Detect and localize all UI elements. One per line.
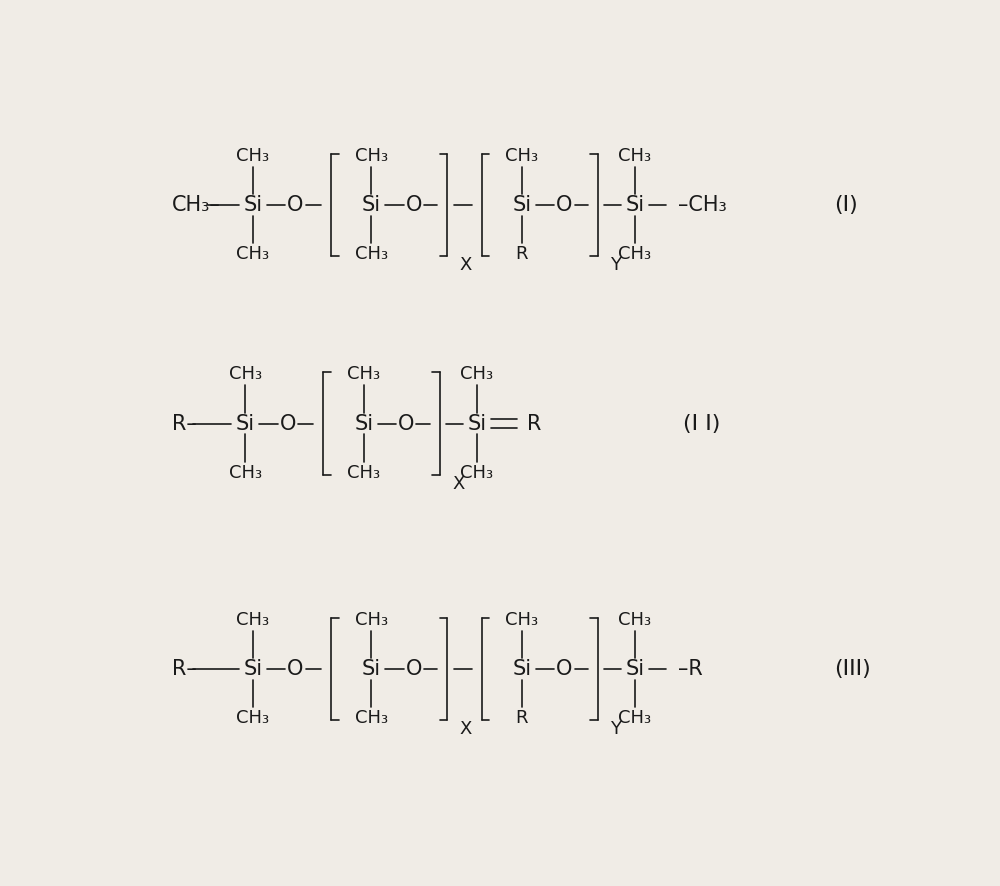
Text: CH₃: CH₃ [236,611,269,629]
Text: Si: Si [236,414,255,433]
Text: CH₃: CH₃ [236,245,269,263]
Text: Si: Si [512,195,531,215]
Text: –CH₃: –CH₃ [678,195,726,215]
Text: CH₃: CH₃ [618,710,652,727]
Text: (I I): (I I) [683,414,720,433]
Text: Si: Si [625,659,645,680]
Text: CH₃: CH₃ [347,463,380,482]
Text: CH₃: CH₃ [618,611,652,629]
Text: Y: Y [610,256,621,275]
Text: Si: Si [243,659,262,680]
Text: Si: Si [512,659,531,680]
Text: CH₃: CH₃ [355,611,388,629]
Text: CH₃: CH₃ [460,365,493,384]
Text: X: X [460,256,472,275]
Text: Si: Si [362,659,381,680]
Text: Si: Si [362,195,381,215]
Text: (III): (III) [834,659,871,680]
Text: CH₃: CH₃ [236,147,269,165]
Text: O: O [556,195,573,215]
Text: (I): (I) [834,195,858,215]
Text: CH₃: CH₃ [236,710,269,727]
Text: X: X [460,720,472,738]
Text: CH₃: CH₃ [505,611,538,629]
Text: CH₃: CH₃ [355,245,388,263]
Text: Si: Si [354,414,373,433]
Text: CH₃: CH₃ [618,147,652,165]
Text: O: O [406,195,422,215]
Text: O: O [287,195,304,215]
Text: R–: R– [172,414,196,433]
Text: CH₃: CH₃ [229,365,262,384]
Text: CH₃: CH₃ [355,147,388,165]
Text: O: O [556,659,573,680]
Text: R–: R– [172,659,196,680]
Text: R: R [527,414,542,433]
Text: Si: Si [243,195,262,215]
Text: R: R [516,710,528,727]
Text: X: X [452,475,464,493]
Text: O: O [287,659,304,680]
Text: R: R [516,245,528,263]
Text: Si: Si [467,414,486,433]
Text: –R: –R [678,659,702,680]
Text: O: O [280,414,296,433]
Text: CH₃: CH₃ [505,147,538,165]
Text: CH₃: CH₃ [618,245,652,263]
Text: Si: Si [625,195,645,215]
Text: CH₃: CH₃ [347,365,380,384]
Text: CH₃: CH₃ [460,463,493,482]
Text: CH₃–: CH₃– [172,195,220,215]
Text: O: O [406,659,422,680]
Text: O: O [398,414,415,433]
Text: Y: Y [610,720,621,738]
Text: CH₃: CH₃ [355,710,388,727]
Text: CH₃: CH₃ [229,463,262,482]
